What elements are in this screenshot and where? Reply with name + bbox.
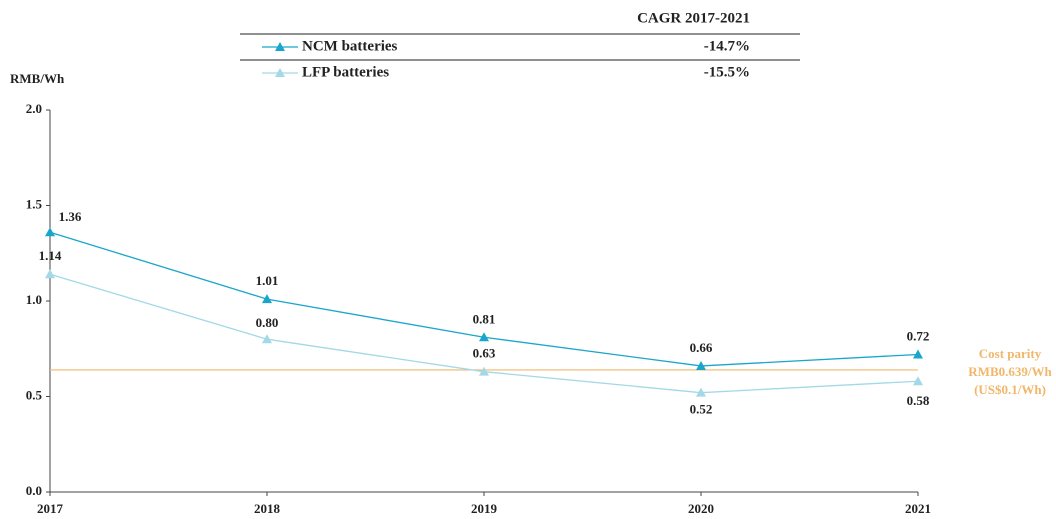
point bbox=[696, 360, 706, 370]
y-tick-label: 0.5 bbox=[26, 387, 43, 402]
point bbox=[45, 227, 55, 237]
y-tick-label: 1.0 bbox=[26, 292, 42, 307]
legend-marker bbox=[275, 42, 285, 51]
data-label: 0.63 bbox=[473, 346, 496, 361]
point bbox=[913, 349, 923, 359]
x-tick-label: 2018 bbox=[254, 501, 281, 516]
point bbox=[479, 366, 489, 376]
data-label: 0.52 bbox=[690, 402, 713, 417]
y-tick-label: 1.5 bbox=[26, 196, 43, 211]
data-label: 1.36 bbox=[59, 209, 82, 224]
point bbox=[262, 334, 272, 344]
legend-cagr: -14.7% bbox=[704, 38, 750, 54]
data-label: 0.72 bbox=[907, 328, 930, 343]
reference-label: Cost parity bbox=[979, 346, 1042, 361]
x-tick-label: 2021 bbox=[905, 501, 931, 516]
legend-cagr: -15.5% bbox=[704, 64, 750, 80]
x-tick-label: 2017 bbox=[37, 501, 64, 516]
reference-label: (US$0.1/Wh) bbox=[974, 382, 1046, 397]
y-tick-label: 0.0 bbox=[26, 483, 42, 498]
legend-header: CAGR 2017-2021 bbox=[637, 10, 750, 26]
legend-label: NCM batteries bbox=[302, 38, 398, 54]
data-label: 0.66 bbox=[690, 340, 713, 355]
y-tick-label: 2.0 bbox=[26, 101, 42, 116]
point bbox=[262, 294, 272, 304]
point bbox=[479, 332, 489, 342]
data-label: 1.01 bbox=[256, 273, 279, 288]
data-label: 0.81 bbox=[473, 311, 496, 326]
data-label: 0.80 bbox=[256, 315, 279, 330]
y-axis-title: RMB/Wh bbox=[10, 71, 65, 86]
point bbox=[696, 387, 706, 397]
point bbox=[913, 376, 923, 386]
legend-label: LFP batteries bbox=[302, 64, 389, 80]
x-tick-label: 2020 bbox=[688, 501, 714, 516]
x-tick-label: 2019 bbox=[471, 501, 498, 516]
data-label: 0.58 bbox=[907, 393, 930, 408]
data-label: 1.14 bbox=[39, 248, 62, 263]
legend-marker bbox=[275, 68, 285, 77]
point bbox=[45, 269, 55, 279]
reference-label: RMB0.639/Wh bbox=[968, 364, 1052, 379]
